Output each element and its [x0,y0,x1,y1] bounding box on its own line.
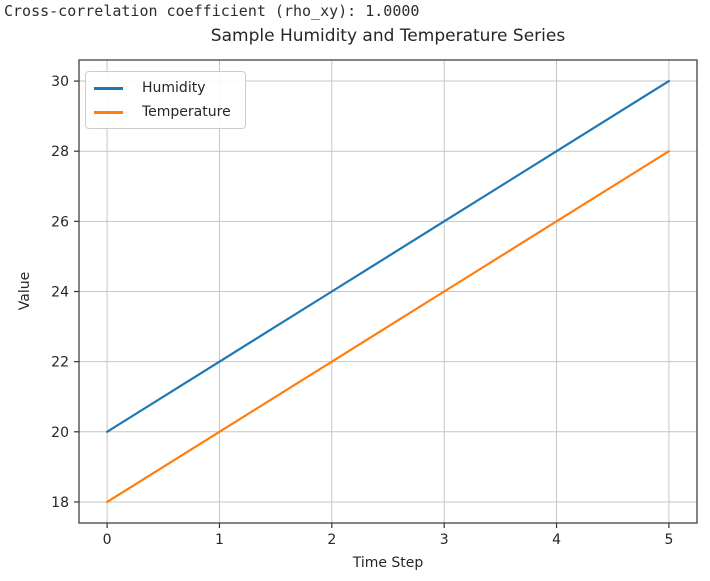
x-tick-label: 5 [664,532,673,548]
temperature-line-swatch [94,110,123,114]
legend-label-humidity: Humidity [142,80,206,96]
y-tick-label: 22 [51,355,69,371]
legend: Humidity Temperature [85,71,246,129]
x-tick-label: 0 [103,532,112,548]
x-tick-label: 1 [215,532,224,548]
humidity-line-swatch [94,86,123,90]
series-line-humidity [105,79,671,433]
y-tick-label: 24 [51,285,69,301]
x-tick-label: 3 [440,532,449,548]
series-line-temperature [105,150,671,504]
y-axis-label: Value [17,271,33,311]
console-output-text: Cross-correlation coefficient (rho_xy): … [4,2,420,20]
x-axis-label: Time Step [352,555,424,571]
y-tick-label: 20 [51,425,69,441]
y-tick-label: 18 [51,495,69,511]
y-tick-label: 26 [51,214,69,230]
x-tick-label: 2 [327,532,336,548]
legend-item-temperature: Temperature [94,100,231,124]
legend-item-humidity: Humidity [94,76,231,100]
y-tick-label: 28 [51,144,69,160]
legend-label-temperature: Temperature [142,104,231,120]
x-tick-label: 4 [552,532,561,548]
y-tick-label: 30 [51,74,69,90]
chart-title: Sample Humidity and Temperature Series [210,26,566,46]
